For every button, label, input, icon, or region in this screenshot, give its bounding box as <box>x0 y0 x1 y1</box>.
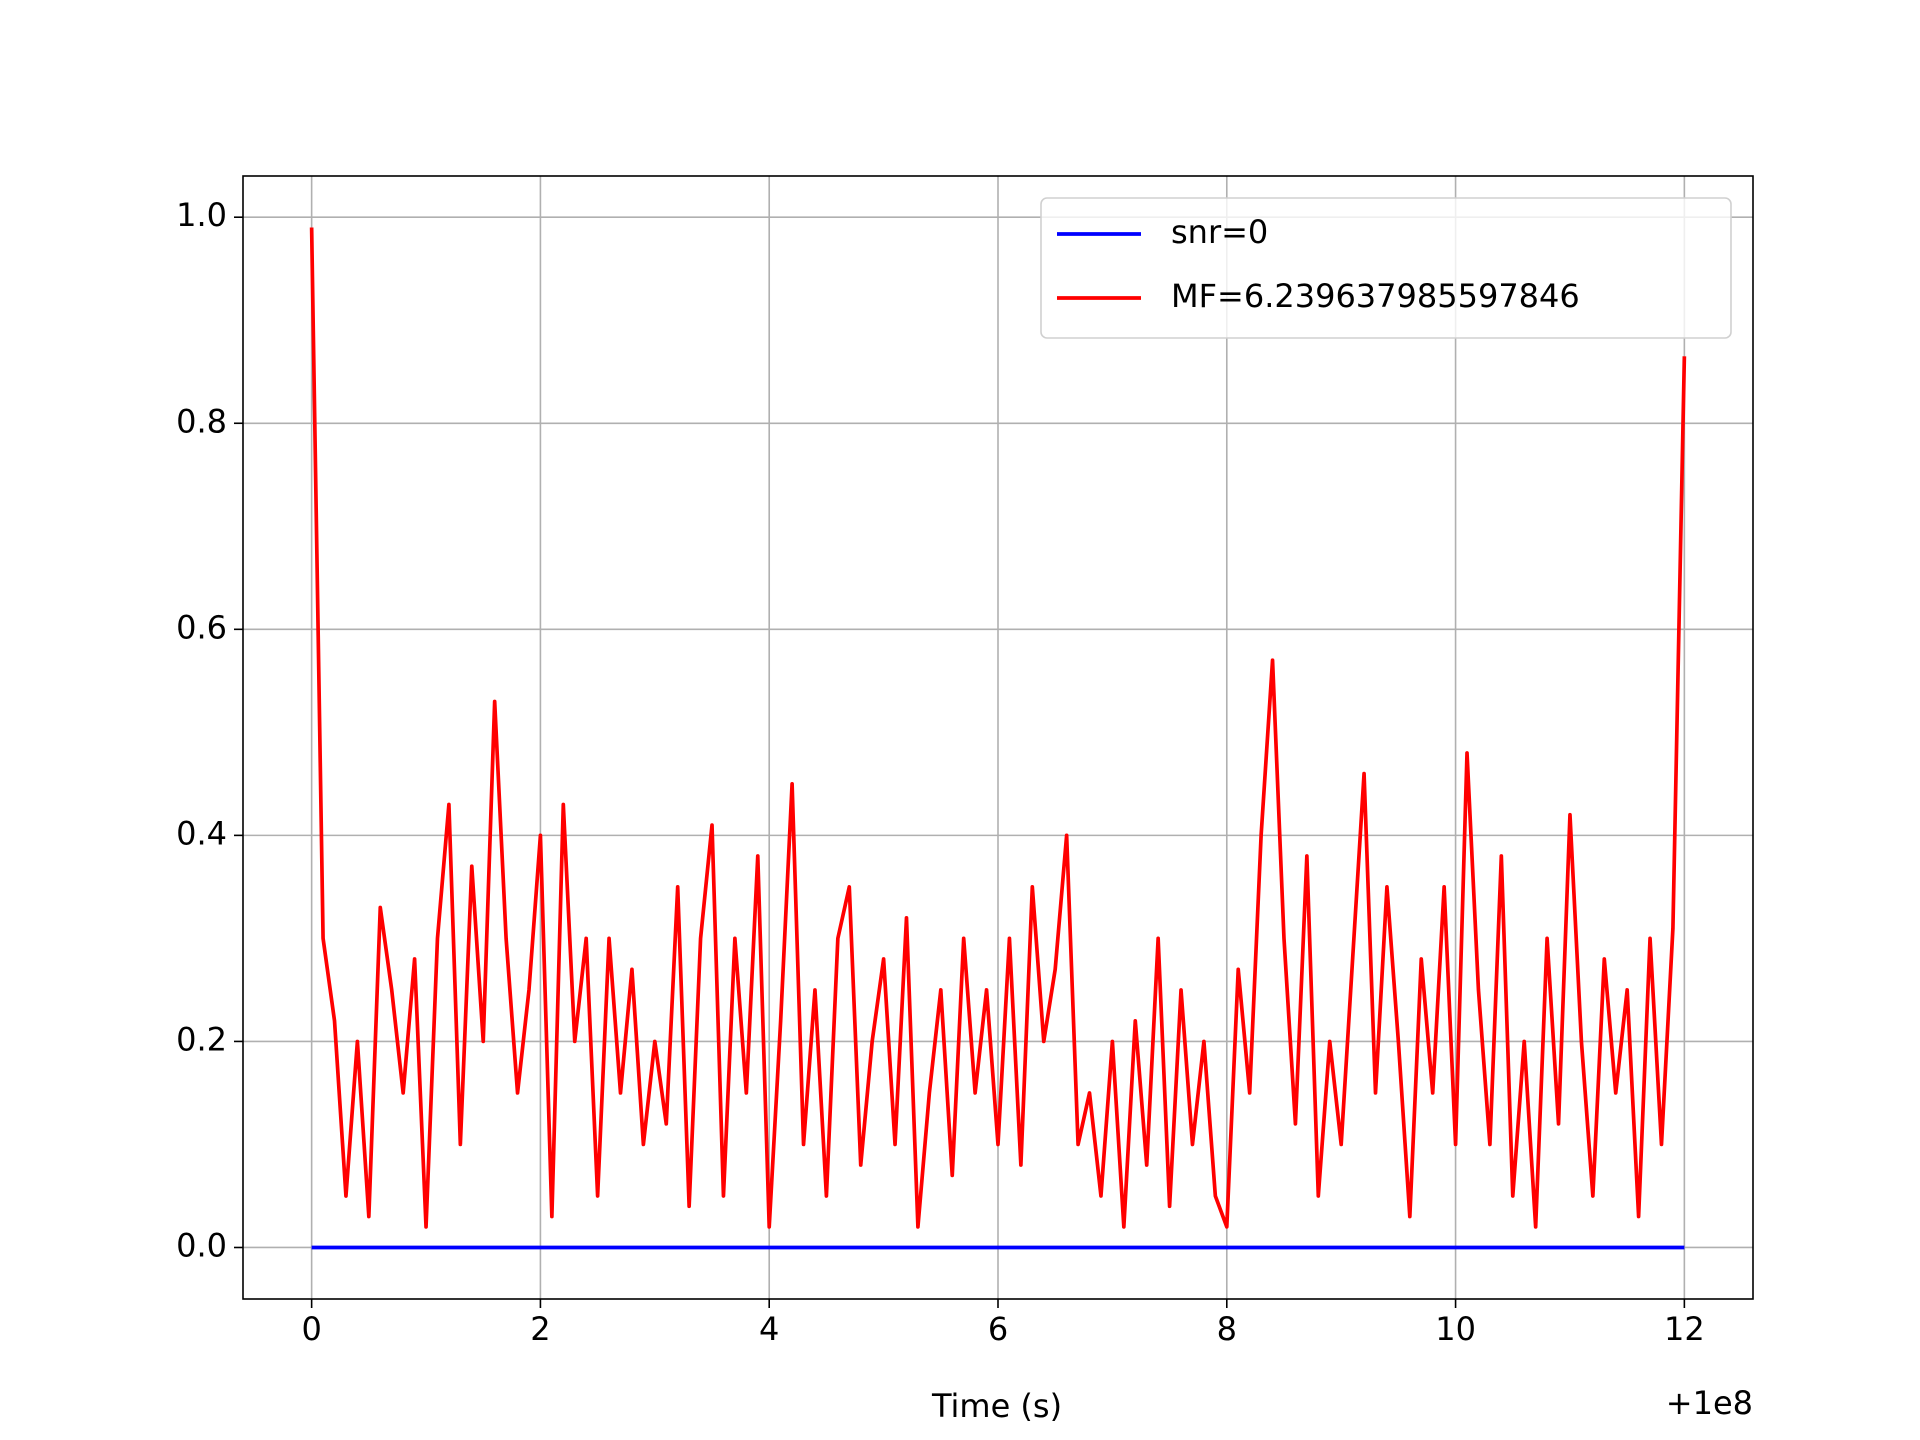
y-tick-label: 0.0 <box>176 1226 227 1264</box>
x-tick-label: 8 <box>1217 1310 1237 1348</box>
y-tick-label: 1.0 <box>176 196 227 234</box>
legend-label: MF=6.239637985597846 <box>1171 277 1580 315</box>
y-tick-label: 0.8 <box>176 402 227 440</box>
y-tick-label: 0.2 <box>176 1020 227 1058</box>
x-tick-label: 2 <box>530 1310 550 1348</box>
x-tick-label: 4 <box>759 1310 779 1348</box>
x-tick-label: 12 <box>1664 1310 1705 1348</box>
legend-label: snr=0 <box>1171 213 1268 251</box>
offset-label: +1e8 <box>1666 1384 1753 1422</box>
legend-box <box>1040 197 1732 339</box>
x-tick-label: 6 <box>988 1310 1008 1348</box>
y-tick-label: 0.4 <box>176 814 227 852</box>
y-tick-label: 0.6 <box>176 608 227 646</box>
axes-frame <box>242 175 1754 1300</box>
series-line <box>309 227 1687 1229</box>
x-tick-label: 0 <box>301 1310 321 1348</box>
x-axis-label: Time (s) <box>931 1387 1062 1425</box>
x-tick-label: 10 <box>1435 1310 1476 1348</box>
